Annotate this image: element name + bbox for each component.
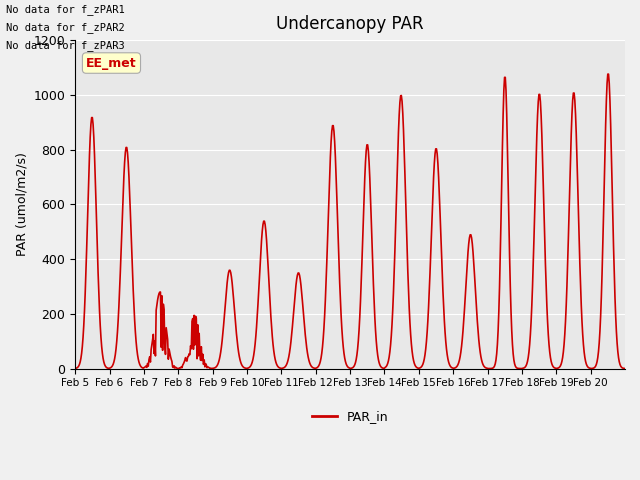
Text: No data for f_zPAR1: No data for f_zPAR1 (6, 4, 125, 15)
Text: EE_met: EE_met (86, 57, 137, 70)
Title: Undercanopy PAR: Undercanopy PAR (276, 15, 424, 33)
Legend: PAR_in: PAR_in (307, 405, 394, 428)
Text: No data for f_zPAR3: No data for f_zPAR3 (6, 40, 125, 51)
Y-axis label: PAR (umol/m2/s): PAR (umol/m2/s) (15, 152, 28, 256)
Text: No data for f_zPAR2: No data for f_zPAR2 (6, 22, 125, 33)
